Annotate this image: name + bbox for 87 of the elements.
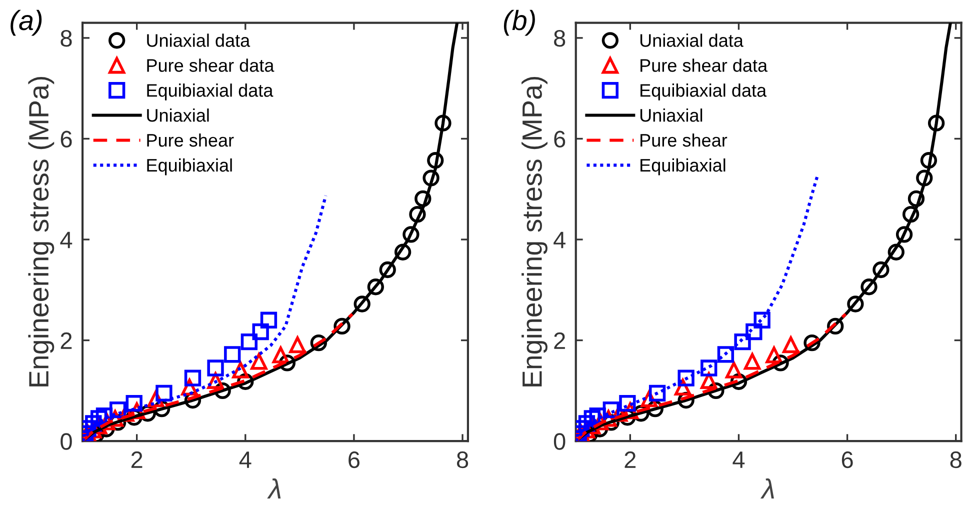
point [422,170,440,186]
legend-label: Pure shear [640,133,728,147]
point [928,114,945,132]
point [746,323,762,340]
y-tick-label: 4 [554,232,566,248]
point [156,384,172,402]
y-tick-label: 8 [60,30,72,47]
y-tick-label: 0 [554,433,566,450]
point [888,244,904,260]
x-axis-title: λ [267,478,281,499]
point [252,323,269,340]
y-tick-label: 8 [554,30,566,47]
point [602,402,620,418]
point [402,226,420,243]
legend-label: Pure shear [147,133,234,147]
line-series [82,194,328,442]
chart-title: (a) [10,10,42,36]
point [224,346,241,363]
point [700,360,718,376]
point [334,318,350,335]
legend-label: Uniaxial [147,108,209,122]
y-tick-label: 6 [60,130,72,148]
x-tick-label: 8 [456,451,468,468]
point [232,362,249,378]
point [896,226,913,243]
legend-label: Pure shear data [147,58,274,72]
point [827,318,844,335]
legend-label: Equibiaxial [147,158,232,176]
legend-label: Uniaxial data [147,34,250,47]
point [726,362,742,378]
point [310,334,328,352]
point [916,170,933,186]
point [414,190,432,208]
x-tick-label: 6 [348,451,360,468]
point [754,312,770,328]
y-axis-title: Engineering stress (MPa) [522,76,548,386]
x-tick-label: 4 [732,452,745,468]
point [648,384,666,402]
point [367,278,384,296]
point [394,244,412,260]
y-tick-label: 4 [60,232,72,248]
y-tick-label: 6 [554,130,566,148]
legend-label: Equibiaxial data [640,84,767,100]
point [260,312,278,328]
legend-label: Pure shear data [640,58,768,72]
point [920,152,938,169]
point [744,353,761,370]
point [860,278,878,296]
point [782,336,800,354]
x-tick-label: 8 [950,451,962,468]
point [109,402,126,418]
point [847,296,864,312]
point [250,353,268,370]
point [678,370,694,386]
x-tick-label: 4 [239,452,252,468]
point [872,261,890,278]
point [717,346,734,363]
point [409,206,426,223]
y-axis-title: Engineering stress (MPa) [28,76,54,386]
legend-label: Equibiaxial [640,158,726,176]
point [734,333,751,350]
point [240,333,258,350]
point [272,346,290,364]
y-tick-label: 0 [60,433,72,450]
chart-title: (b) [504,10,535,36]
point [908,190,925,208]
point [207,360,224,376]
legend-label: Uniaxial data [640,34,744,47]
point [619,394,636,412]
y-tick-label: 2 [554,332,565,349]
point [427,152,444,169]
point [289,336,306,354]
point [766,346,782,364]
point [379,261,396,278]
legend-label: Equibiaxial data [147,84,274,100]
x-tick-label: 2 [624,451,636,468]
x-tick-label: 2 [131,451,142,468]
point [126,394,142,412]
point [184,370,202,386]
point [434,114,452,132]
y-tick-label: 2 [60,332,72,349]
point [902,206,920,223]
legend-label: Uniaxial [640,108,702,122]
point [804,334,820,352]
x-tick-label: 6 [842,451,853,468]
point [354,296,370,312]
x-axis-title: λ [760,478,774,499]
